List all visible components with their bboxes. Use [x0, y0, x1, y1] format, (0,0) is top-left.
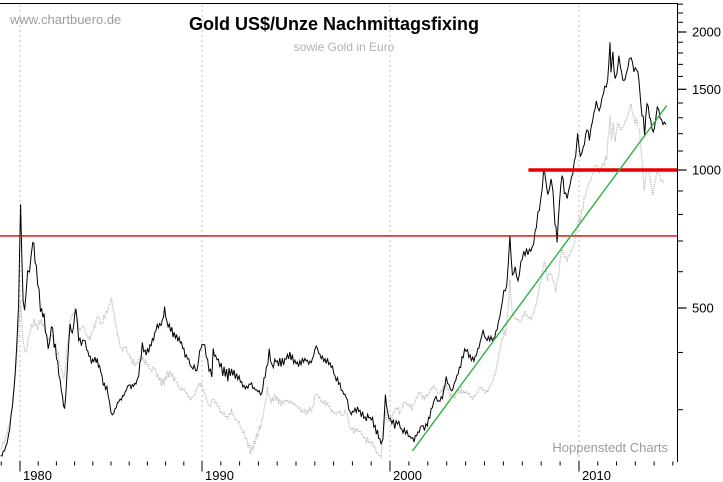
decade-gridlines	[19, 5, 580, 470]
y-axis-label-2000: 2000	[692, 25, 721, 40]
watermark-chartbuero: www.chartbuero.de	[9, 12, 121, 27]
y-axis-label-1500: 1500	[692, 82, 721, 97]
chart-subtitle: sowie Gold in Euro	[294, 40, 395, 54]
annotation-lines	[0, 105, 678, 452]
credit-hoppenstedt: Hoppenstedt Charts	[552, 440, 668, 455]
y-axis-label-1000: 1000	[692, 163, 721, 178]
x-axis-label-1980: 1980	[23, 468, 52, 482]
series-lines	[0, 42, 667, 459]
x-axis-label-2010: 2010	[582, 468, 611, 482]
gold-eur-series	[0, 103, 665, 459]
x-axis-label-1990: 1990	[205, 468, 234, 482]
gold-usd-series	[0, 42, 667, 457]
chart-title: Gold US$/Unze Nachmittagsfixing	[189, 14, 479, 34]
axes: 1980 1990 2000 2010 500 1000 1500 2000	[0, 3, 721, 482]
uptrend-line	[411, 105, 668, 452]
y-axis-label-500: 500	[692, 301, 714, 316]
plot-frame	[0, 3, 678, 462]
x-axis-label-2000: 2000	[393, 468, 422, 482]
